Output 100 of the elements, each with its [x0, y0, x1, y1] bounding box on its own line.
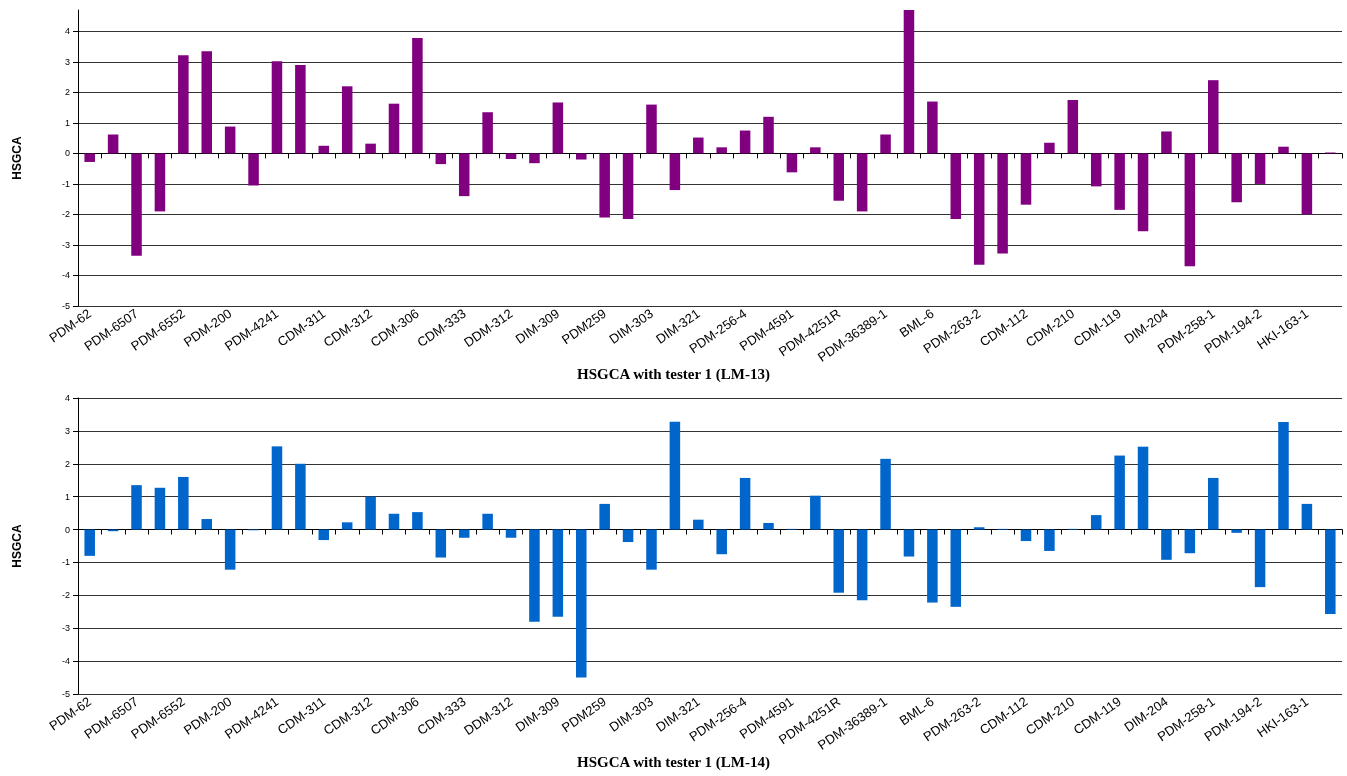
bar — [810, 495, 821, 530]
bar — [341, 522, 353, 530]
bar — [107, 134, 119, 154]
bar — [1067, 100, 1079, 154]
bar — [973, 153, 985, 265]
bar — [646, 104, 657, 154]
y-tick-label: 0 — [64, 524, 70, 535]
y-axis-title: HSGCA — [10, 136, 24, 180]
y-tick-label: 3 — [64, 425, 70, 436]
bar — [950, 529, 962, 607]
y-axis-title: HSGCA — [10, 524, 24, 568]
y-tick-label: -5 — [61, 301, 70, 311]
bar — [295, 64, 306, 154]
y-tick-label: -2 — [61, 590, 70, 601]
bar — [271, 61, 283, 154]
y-tick-label: -3 — [61, 239, 70, 250]
bar — [154, 153, 166, 212]
bar — [1231, 153, 1242, 203]
bar — [318, 529, 330, 541]
bar — [178, 476, 189, 530]
bar — [833, 529, 845, 593]
bar — [529, 153, 540, 164]
bar — [810, 147, 821, 154]
bar — [1137, 446, 1149, 530]
bar — [997, 153, 1008, 254]
bar — [1114, 153, 1125, 210]
bar — [552, 102, 564, 154]
bar — [458, 529, 470, 538]
bar — [973, 527, 985, 530]
bar — [1207, 80, 1219, 154]
bar — [1278, 146, 1289, 154]
y-tick-label: 2 — [64, 458, 70, 469]
bar — [950, 153, 962, 220]
bar — [903, 529, 915, 557]
bar — [1090, 515, 1102, 530]
y-tick-label: 0 — [64, 148, 70, 159]
bar — [1278, 422, 1289, 530]
bar — [833, 153, 845, 201]
x-axis-title: HSGCA with tester 1 (LM-13) — [576, 365, 771, 383]
bar — [84, 529, 95, 556]
bar — [716, 529, 727, 555]
bar — [716, 147, 727, 154]
bar — [482, 513, 493, 530]
bar — [1114, 455, 1125, 530]
bar — [1020, 529, 1032, 542]
y-tick-label: 1 — [64, 491, 70, 502]
bar — [739, 130, 751, 154]
bar — [365, 496, 376, 530]
bar — [529, 529, 540, 622]
bar — [927, 101, 938, 154]
y-tick-label: -1 — [61, 557, 70, 568]
bar — [1044, 142, 1055, 154]
y-tick-label: 4 — [64, 393, 70, 403]
x-axis-title: HSGCA with tester 1 (LM-14) — [576, 753, 771, 771]
bar — [786, 153, 798, 173]
bar — [1161, 529, 1172, 560]
bar — [435, 153, 447, 165]
y-tick-label: 3 — [64, 56, 70, 67]
bar — [505, 529, 517, 538]
bar — [482, 112, 493, 154]
bar — [739, 477, 751, 530]
y-tick-label: -3 — [61, 623, 70, 634]
bar — [388, 513, 400, 530]
bar — [201, 51, 213, 154]
bar — [505, 153, 517, 159]
bar — [224, 529, 236, 570]
bar — [763, 116, 774, 154]
bar — [669, 421, 681, 530]
bar — [1325, 529, 1336, 615]
bar — [763, 522, 774, 530]
bar — [575, 529, 587, 678]
bar — [295, 463, 306, 530]
bar — [693, 519, 704, 530]
bar — [248, 153, 259, 186]
bar — [927, 529, 938, 603]
bar — [131, 153, 142, 256]
bar — [599, 153, 610, 218]
bar — [1184, 153, 1196, 267]
bar — [903, 10, 915, 154]
bar — [271, 446, 283, 530]
bar — [856, 153, 868, 212]
bar — [1020, 153, 1032, 205]
bar — [435, 529, 447, 558]
bar — [622, 529, 634, 543]
bar — [412, 512, 423, 530]
bar — [1254, 153, 1266, 184]
bar — [669, 153, 681, 191]
bar — [856, 529, 868, 601]
bar — [599, 503, 610, 530]
bar — [341, 86, 353, 154]
y-tick-label: -2 — [61, 209, 70, 220]
bar — [154, 487, 166, 530]
bar — [880, 458, 891, 530]
bar — [458, 153, 470, 197]
bar — [412, 38, 423, 154]
y-tick-label: 1 — [64, 117, 70, 128]
y-tick-label: 2 — [64, 87, 70, 98]
bar — [131, 485, 142, 530]
bar — [201, 519, 213, 530]
bar — [1184, 529, 1196, 554]
